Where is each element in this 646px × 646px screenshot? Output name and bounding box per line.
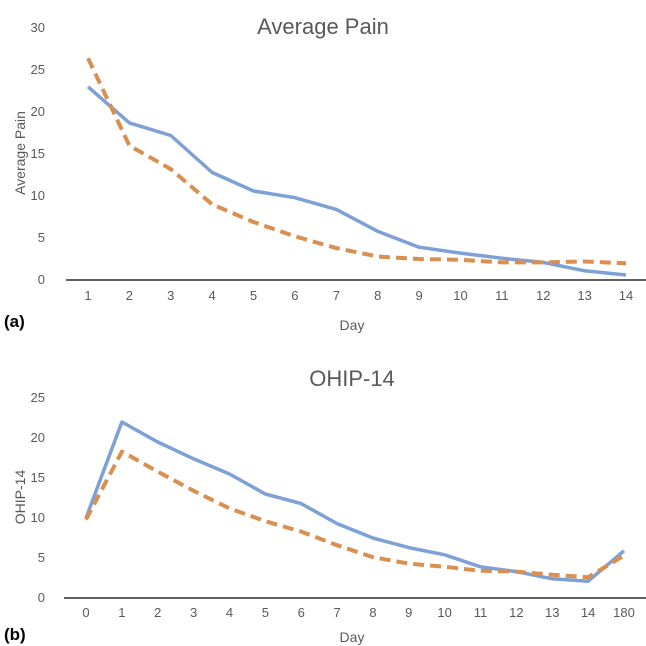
x-tick-label: 5 xyxy=(250,288,257,303)
x-tick-label: 0 xyxy=(82,605,89,620)
chart-title: Average Pain xyxy=(257,14,389,39)
x-tick-label: 8 xyxy=(369,605,376,620)
y-tick-label: 30 xyxy=(31,20,45,35)
panel-label: (a) xyxy=(4,312,25,331)
x-tick-label: 1 xyxy=(84,288,91,303)
x-tick-label: 7 xyxy=(333,288,340,303)
x-tick-label: 12 xyxy=(509,605,523,620)
x-tick-label: 6 xyxy=(298,605,305,620)
x-tick-label: 9 xyxy=(415,288,422,303)
y-tick-label: 15 xyxy=(31,146,45,161)
chart-average-pain: Average Pain Average Pain Day (a) 051015… xyxy=(4,14,646,333)
x-tick-label: 5 xyxy=(262,605,269,620)
x-tick-label: 6 xyxy=(291,288,298,303)
x-tick-label: 9 xyxy=(405,605,412,620)
series-line-solid xyxy=(84,420,626,583)
series-line-dashed xyxy=(86,57,627,266)
x-tick-label: 8 xyxy=(374,288,381,303)
y-tick-label: 20 xyxy=(31,430,45,445)
y-tick-label: 0 xyxy=(38,590,45,605)
x-tick-label: 2 xyxy=(126,288,133,303)
y-tick-label: 25 xyxy=(31,390,45,405)
y-tick-label: 25 xyxy=(31,62,45,77)
y-tick-label: 0 xyxy=(38,272,45,287)
x-tick-label: 12 xyxy=(536,288,550,303)
x-tick-label: 3 xyxy=(167,288,174,303)
x-tick-label: 13 xyxy=(577,288,591,303)
x-axis-label: Day xyxy=(340,629,365,645)
series-line-solid xyxy=(86,85,627,277)
x-tick-label: 13 xyxy=(545,605,559,620)
panel-label: (b) xyxy=(4,625,26,644)
y-tick-label: 10 xyxy=(31,510,45,525)
x-tick-label: 11 xyxy=(474,605,488,620)
y-tick-label: 15 xyxy=(31,470,45,485)
x-tick-label: 180 xyxy=(613,605,635,620)
x-tick-label: 10 xyxy=(437,605,451,620)
x-axis-label: Day xyxy=(340,317,365,333)
y-tick-label: 5 xyxy=(38,550,45,565)
x-tick-label: 7 xyxy=(333,605,340,620)
series-line-dashed xyxy=(84,449,626,580)
x-tick-label: 4 xyxy=(226,605,233,620)
x-tick-label: 11 xyxy=(495,288,509,303)
x-tick-label: 14 xyxy=(581,605,595,620)
x-tick-label: 2 xyxy=(154,605,161,620)
x-tick-label: 14 xyxy=(619,288,633,303)
x-tick-label: 1 xyxy=(118,605,125,620)
y-axis-label: OHIP-14 xyxy=(12,470,28,525)
x-tick-label: 10 xyxy=(453,288,467,303)
chart-title: OHIP-14 xyxy=(309,366,395,391)
y-tick-label: 5 xyxy=(38,230,45,245)
y-axis-label: Average Pain xyxy=(12,111,28,195)
y-tick-label: 20 xyxy=(31,104,45,119)
y-tick-label: 10 xyxy=(31,188,45,203)
x-tick-label: 4 xyxy=(209,288,216,303)
x-tick-label: 3 xyxy=(190,605,197,620)
